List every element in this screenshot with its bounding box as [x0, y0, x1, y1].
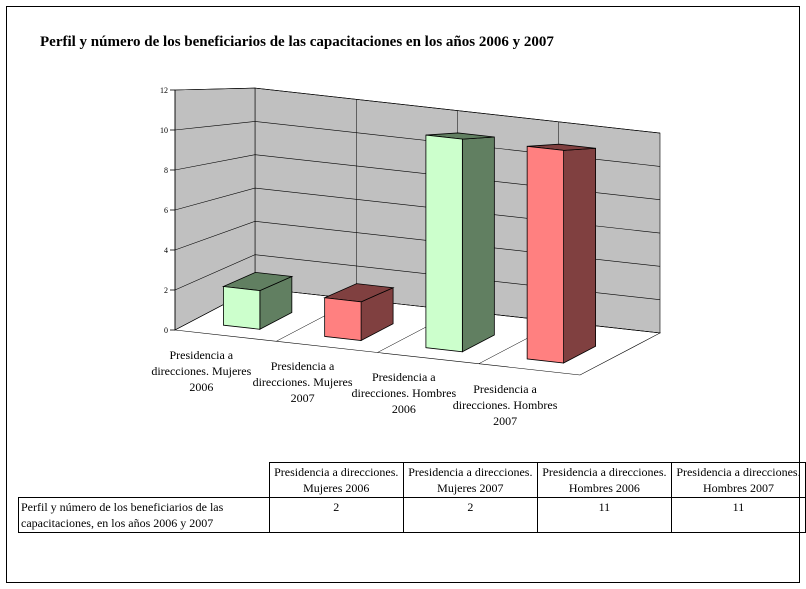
- y-tick-label: 4: [164, 246, 168, 255]
- table-row: Perfil y número de los beneficiarios de …: [18, 497, 806, 533]
- cell: 2: [268, 497, 404, 533]
- y-tick-label: 6: [164, 206, 168, 215]
- blank-cell: [19, 463, 270, 498]
- y-tick-label: 8: [164, 166, 168, 175]
- x-tick-label: Presidencia a direcciones. Hombres 2007: [452, 381, 558, 428]
- bar-side: [461, 136, 495, 353]
- y-tick-label: 12: [160, 86, 168, 95]
- x-tick-label: Presidencia a direcciones. Mujeres 2007: [252, 359, 353, 406]
- y-tick-label: 0: [164, 326, 168, 335]
- y-tick-label: 10: [160, 126, 168, 135]
- x-tick-label: Presidencia a direcciones. Hombres 2006: [351, 370, 457, 417]
- grid-line: [174, 221, 661, 267]
- cell: 11: [536, 497, 672, 533]
- column-header: Presidencia a direcciones. Hombres 2007: [670, 462, 806, 498]
- bar-front: [222, 286, 261, 330]
- grid-line: [174, 187, 661, 234]
- table-header: Presidencia a direcciones. Mujeres 2006 …: [19, 462, 806, 498]
- data-table: Presidencia a direcciones. Mujeres 2006 …: [18, 462, 806, 533]
- row-label: Perfil y número de los beneficiarios de …: [18, 497, 270, 533]
- column-header: Presidencia a direcciones. Mujeres 2006: [268, 462, 404, 498]
- grid-line: [174, 87, 661, 134]
- grid-line: [174, 254, 661, 300]
- grid-line: [174, 154, 661, 201]
- bar-side: [563, 147, 596, 364]
- cell: 11: [670, 497, 806, 533]
- x-tick-label: Presidencia a direcciones. Mujeres 2006: [151, 347, 252, 394]
- frame: [6, 6, 800, 583]
- y-tick-label: 2: [164, 286, 168, 295]
- chart-title: Perfil y número de los beneficiarios de …: [40, 34, 554, 50]
- cell: 2: [402, 497, 538, 533]
- column-header: Presidencia a direcciones. Mujeres 2007: [402, 462, 538, 498]
- column-header: Presidencia a direcciones. Hombres 2006: [536, 462, 672, 498]
- grid-line: [174, 121, 661, 167]
- bar-front: [526, 145, 564, 364]
- bar-front: [425, 134, 463, 353]
- bar-front: [324, 297, 362, 341]
